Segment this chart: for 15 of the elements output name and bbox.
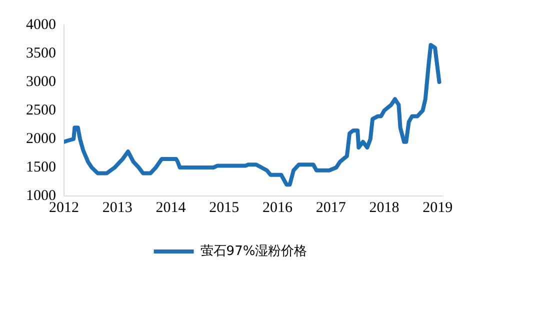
x-tick-label: 2013	[102, 200, 132, 216]
x-tick-label: 2016	[262, 200, 294, 216]
legend-label: 萤石97%湿粉价格	[200, 244, 308, 259]
x-tick-label: 2015	[209, 200, 240, 216]
y-tick-label: 4000	[26, 16, 56, 33]
x-tick-label: 2012	[49, 200, 79, 216]
x-tick-label: 2017	[316, 200, 346, 216]
x-tick-label: 2014	[156, 200, 186, 216]
y-tick-label: 1500	[26, 159, 56, 176]
x-tick-label: 2019	[422, 200, 453, 216]
y-tick-label: 2000	[26, 130, 56, 147]
x-tick-label: 2018	[369, 200, 400, 216]
y-tick-label: 3500	[26, 45, 56, 62]
y-tick-label: 2500	[26, 102, 56, 118]
y-tick-label: 3000	[26, 74, 56, 90]
